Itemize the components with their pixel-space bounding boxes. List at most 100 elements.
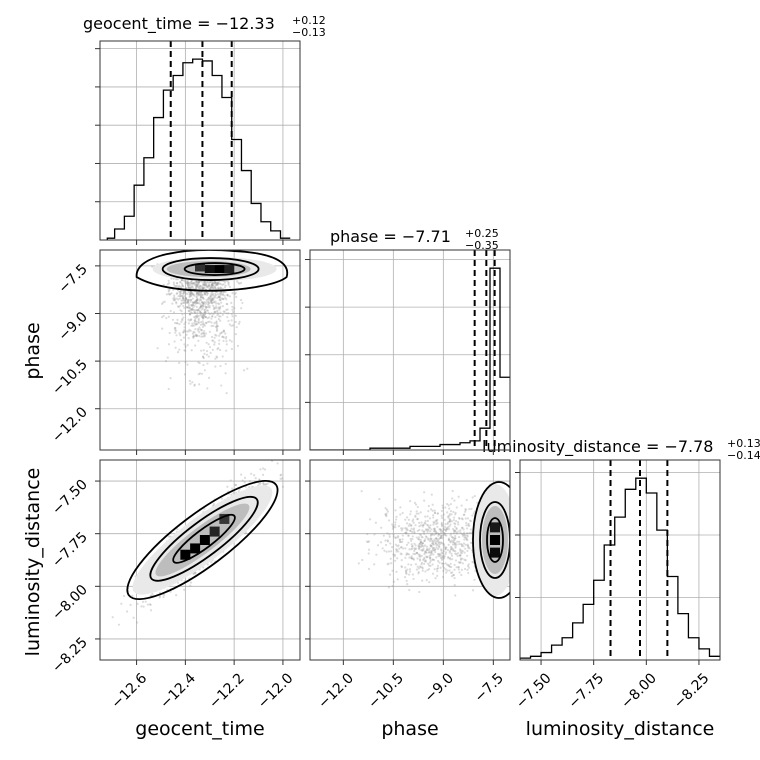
- lumdist-phase-point: [460, 542, 463, 546]
- phase-geocent-point: [207, 297, 210, 300]
- lumdist-phase-point: [360, 490, 363, 493]
- lumdist-phase-point: [410, 527, 413, 530]
- phase-geocent-point: [179, 290, 182, 293]
- lumdist-geocent-point: [232, 492, 235, 495]
- lumdist-phase-point: [440, 558, 444, 561]
- lumdist-phase-point: [436, 574, 439, 578]
- lumdist-phase-point: [456, 521, 460, 524]
- lumdist-phase-point: [454, 552, 457, 555]
- phase-geocent-point: [174, 284, 178, 288]
- lumdist-phase-point: [432, 541, 435, 544]
- lumdist-phase-point: [466, 517, 469, 520]
- phase-geocent-point: [203, 284, 206, 287]
- lumdist-phase-point: [453, 584, 456, 587]
- phase-geocent-point: [202, 302, 205, 305]
- lumdist-phase-point: [445, 528, 449, 531]
- lumdist-phase-point: [424, 550, 427, 553]
- lumdist-phase-point: [424, 515, 427, 518]
- phase-geocent-point: [201, 332, 204, 335]
- phase-geocent-point: [213, 321, 216, 325]
- lumdist-phase-point: [396, 544, 399, 548]
- lumdist-phase-contour-outer: [472, 481, 510, 599]
- phase-geocent-point: [208, 298, 211, 301]
- phase-geocent-point: [204, 283, 207, 286]
- lumdist-phase-point: [433, 538, 436, 541]
- lumdist-phase-point: [457, 568, 460, 571]
- lumdist-phase-point: [421, 567, 424, 570]
- phase-geocent-point: [167, 282, 171, 285]
- phase-geocent-point: [214, 325, 218, 328]
- phase-geocent-point: [221, 283, 224, 286]
- lumdist-geocent-point: [253, 474, 256, 477]
- lumdist-phase-point: [430, 537, 433, 541]
- lumdist-phase-point: [396, 535, 400, 538]
- lumdist-phase-point: [367, 540, 371, 543]
- phase-geocent-point: [178, 297, 182, 300]
- lumdist-phase-point: [397, 544, 400, 547]
- lumdist-geocent-density-cell-3: [209, 526, 220, 537]
- phase-geocent-point: [199, 328, 202, 331]
- phase-geocent-point: [237, 281, 240, 285]
- lumdist-phase-point: [422, 558, 425, 561]
- lumdist-phase-point: [465, 537, 468, 540]
- lumdist-phase-point: [424, 559, 427, 562]
- phase-geocent-point: [193, 310, 196, 313]
- phase-geocent-point: [185, 301, 188, 304]
- lumdist-phase-point: [436, 552, 440, 556]
- phase-geocent-point: [207, 282, 211, 285]
- lumdist-phase-point: [465, 521, 468, 525]
- chart-layer: −12.0−10.5−9.0−7.5−7.50−7.75−8.00−8.25−1…: [49, 40, 721, 712]
- phase-geocent-point: [172, 277, 175, 280]
- phase-geocent-point: [203, 281, 207, 284]
- lumdist-phase-point: [395, 515, 398, 519]
- phase-geocent-point: [175, 302, 178, 305]
- phase-geocent-point: [195, 299, 198, 302]
- phase-geocent-point: [225, 340, 228, 343]
- lumdist-phase-point: [447, 538, 451, 541]
- lumdist-phase-point: [440, 521, 443, 524]
- phase-geocent-point: [216, 309, 219, 312]
- phase-geocent-point: [194, 344, 197, 347]
- phase-geocent-point: [207, 355, 210, 358]
- phase-geocent-point: [207, 300, 210, 303]
- lumdist-phase-point: [454, 534, 457, 538]
- lumdist-phase-point: [391, 527, 395, 530]
- phase-geocent-point: [193, 301, 196, 304]
- phase-geocent-point: [231, 324, 235, 327]
- lumdist-phase-point: [417, 543, 421, 546]
- phase-geocent-point: [205, 306, 208, 309]
- phase-geocent-point: [197, 327, 200, 331]
- phase-geocent-point: [224, 290, 227, 294]
- phase-geocent-point: [203, 313, 206, 316]
- phase-geocent-point: [221, 355, 224, 358]
- lumdist-phase-point: [451, 541, 455, 544]
- phase-geocent-point: [180, 290, 183, 293]
- phase-geocent-yticklabel-2: −9.0: [55, 309, 90, 344]
- phase-geocent-point: [166, 356, 169, 359]
- phase-geocent-point: [219, 364, 222, 368]
- phase-geocent-point: [230, 324, 233, 327]
- phase-geocent-point: [219, 296, 222, 299]
- phase-geocent-point: [182, 290, 185, 293]
- lumdist-phase-point: [416, 517, 419, 521]
- lumdist-phase-point: [396, 557, 399, 560]
- lumdist-phase-point: [453, 549, 456, 552]
- phase-geocent-point: [217, 306, 220, 309]
- lumdist-phase-point: [441, 552, 444, 555]
- phase-geocent-point: [186, 301, 190, 304]
- phase-geocent-point: [182, 301, 185, 304]
- phase-geocent-point: [222, 290, 225, 294]
- phase-geocent-point: [197, 301, 200, 304]
- phase-geocent-yticklabel-3: −7.5: [55, 261, 90, 296]
- phase-geocent-point: [174, 300, 178, 304]
- lumdist-phase-point: [452, 537, 455, 540]
- lumdist-phase-point: [443, 518, 446, 521]
- lumdist-phase-point: [444, 552, 447, 556]
- lumdist-phase-point: [405, 579, 408, 582]
- phase-geocent-point: [197, 283, 200, 286]
- phase-geocent-point: [178, 332, 181, 335]
- phase-geocent-point: [195, 284, 199, 288]
- lumdist-phase-point: [441, 555, 444, 559]
- lumdist-phase-point: [410, 563, 413, 566]
- lumdist-phase-point: [438, 552, 441, 556]
